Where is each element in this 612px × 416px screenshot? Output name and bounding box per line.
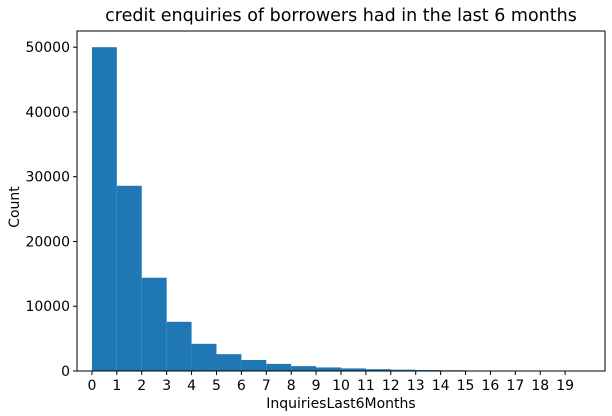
histogram-bar <box>141 277 167 371</box>
histogram-bar <box>341 368 366 371</box>
plot-frame <box>76 30 606 372</box>
x-tick-label: 3 <box>162 378 171 394</box>
y-tick-label: 30000 <box>25 170 70 186</box>
x-tick-label: 17 <box>506 378 524 394</box>
x-tick-label: 9 <box>312 378 321 394</box>
histogram-bar <box>365 369 391 371</box>
histogram-bar <box>266 363 292 371</box>
histogram-bar <box>166 321 192 371</box>
y-axis-label: Count <box>7 186 23 228</box>
x-tick-label: 7 <box>262 378 271 394</box>
y-tick-label: 20000 <box>25 234 70 250</box>
histogram-bar <box>216 354 242 371</box>
x-axis-label: InquiriesLast6Months <box>266 396 415 412</box>
y-tick-label: 0 <box>61 364 70 380</box>
x-tick-label: 10 <box>332 378 350 394</box>
x-tick-label: 14 <box>432 378 450 394</box>
x-tick-label: 18 <box>531 378 549 394</box>
histogram-bar <box>316 367 341 371</box>
x-tick-label: 13 <box>407 378 425 394</box>
x-tick-label: 6 <box>237 378 246 394</box>
x-tick-label: 19 <box>556 378 574 394</box>
histogram-bar <box>291 366 317 371</box>
x-tick-label: 15 <box>457 378 475 394</box>
x-tick-label: 11 <box>357 378 375 394</box>
histogram-bar <box>241 359 267 371</box>
x-tick-label: 1 <box>112 378 121 394</box>
x-tick-label: 8 <box>287 378 296 394</box>
y-axis: 0 10000 20000 30000 40000 50000 <box>25 40 77 380</box>
chart-title: credit enquiries of borrowers had in the… <box>105 6 577 26</box>
y-tick-label: 50000 <box>25 40 70 56</box>
y-tick-label: 40000 <box>25 105 70 121</box>
x-tick-label: 12 <box>382 378 400 394</box>
x-tick-label: 0 <box>87 378 96 394</box>
histogram-bar <box>191 343 217 371</box>
bars-group <box>91 47 591 371</box>
histogram-bar <box>390 369 416 371</box>
x-tick-label: 5 <box>212 378 221 394</box>
x-tick-label: 2 <box>137 378 146 394</box>
y-tick-label: 10000 <box>25 299 70 315</box>
histogram-bar <box>116 185 142 371</box>
x-tick-label: 4 <box>187 378 196 394</box>
x-tick-label: 16 <box>482 378 500 394</box>
x-axis: 0 1 2 3 4 5 6 7 8 9 10 11 12 13 14 15 16 17 18 19 <box>87 371 574 394</box>
histogram-bar <box>91 47 117 371</box>
